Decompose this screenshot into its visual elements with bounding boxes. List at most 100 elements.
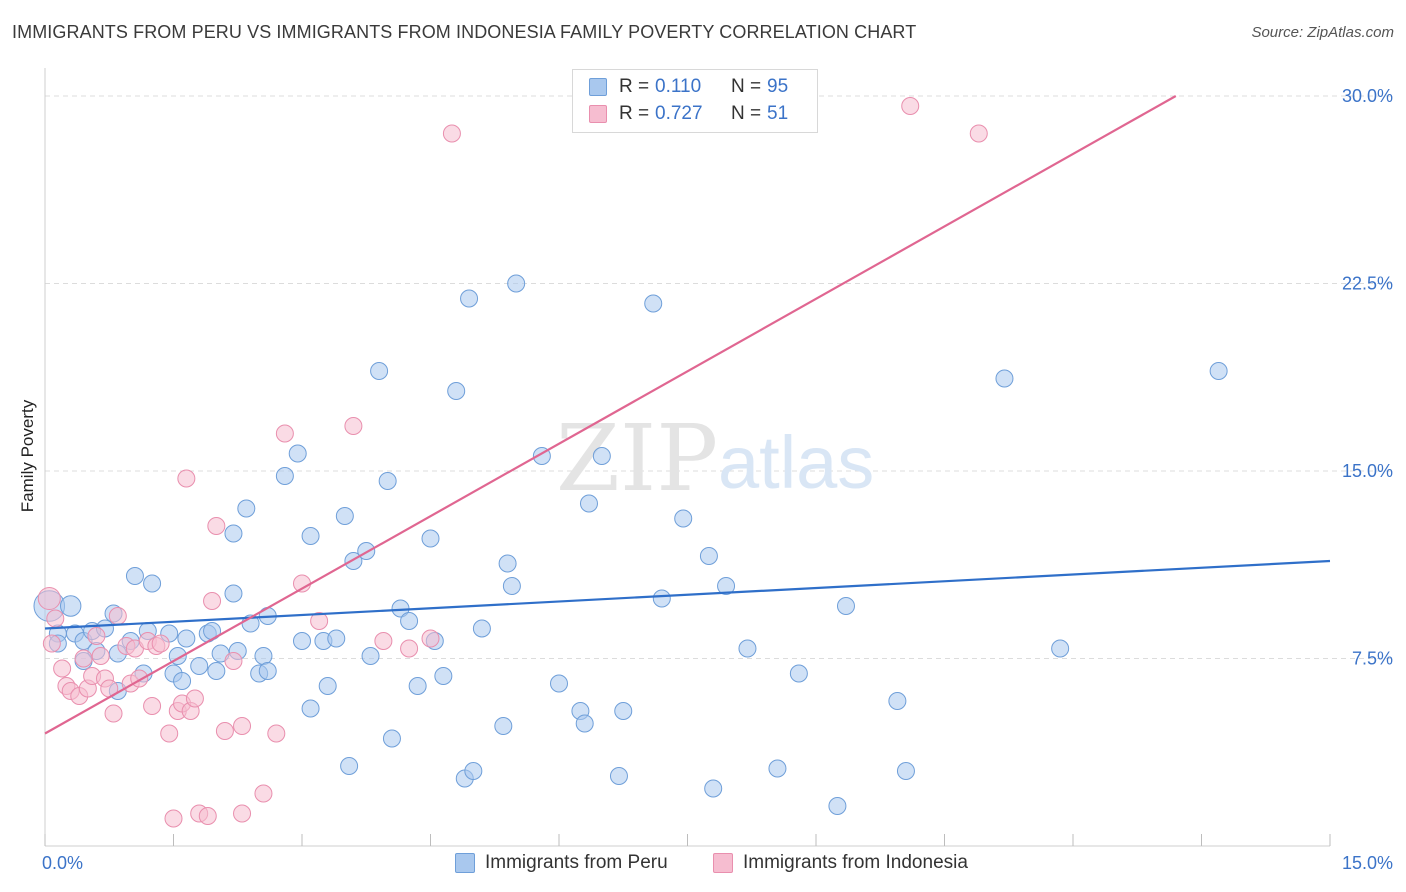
peru-point (704, 779, 723, 798)
series-legend: Immigrants from Peru Immigrants from Ind… (0, 852, 1406, 878)
peru-point (408, 677, 427, 695)
peru-point (789, 664, 808, 683)
indonesia-trend-line (44, 95, 1177, 735)
indonesia-point (203, 592, 222, 610)
peru-point (224, 584, 243, 603)
indonesia-point (53, 659, 72, 678)
peru-point (768, 759, 787, 778)
peru-point (237, 499, 256, 518)
peru-point (400, 612, 419, 630)
peru-point (143, 574, 162, 593)
peru-point (502, 577, 521, 595)
indonesia-points (37, 97, 988, 828)
x-tick-label: 15.0% (1342, 853, 1393, 873)
peru-point (173, 672, 192, 690)
peru-point (575, 714, 594, 733)
indonesia-point (104, 704, 123, 723)
peru-point (301, 527, 320, 545)
indonesia-point (267, 724, 286, 743)
peru-point (460, 289, 479, 308)
indonesia-point (233, 804, 252, 823)
y-tick-label: 22.5% (1342, 274, 1393, 294)
peru-point (699, 547, 718, 565)
indonesia-point (46, 609, 65, 628)
indonesia-legend-label: Immigrants from Indonesia (743, 852, 968, 873)
indonesia-point (215, 722, 234, 740)
indonesia-point (400, 639, 419, 658)
indonesia-point (275, 424, 294, 443)
legend-row-peru: R = 0.110 N = 95 (589, 74, 788, 100)
indonesia-point (91, 647, 110, 665)
x-tick-label: 0.0% (42, 853, 83, 873)
peru-point (579, 494, 598, 513)
peru-point (421, 529, 440, 548)
indonesia-point (160, 724, 179, 743)
watermark-zip: ZIP (556, 405, 718, 512)
legend-row-indonesia: R = 0.727 N = 51 (589, 101, 788, 127)
y-tick-label: 15.0% (1342, 461, 1393, 481)
r-value-peru: 0.110 (655, 76, 702, 97)
trend-lines (44, 95, 1331, 735)
peru-point (59, 595, 82, 617)
n-value-indonesia: 51 (767, 103, 789, 124)
peru-point (335, 507, 354, 525)
peru-point (550, 674, 568, 693)
tick-labels: 7.5% 15.0% 22.5% 30.0% 0.0% 15.0% (42, 86, 1393, 873)
indonesia-point (198, 807, 217, 825)
peru-point (447, 382, 466, 400)
indonesia-point (901, 97, 920, 115)
y-tick-label: 30.0% (1342, 86, 1393, 106)
y-tick-label: 7.5% (1352, 649, 1393, 669)
peru-point (507, 274, 526, 293)
peru-point (361, 647, 380, 665)
indonesia-point (143, 697, 162, 715)
peru-swatch (589, 78, 607, 96)
axes (44, 68, 1331, 847)
peru-point (318, 677, 337, 695)
peru-point (464, 762, 483, 780)
indonesia-swatch (589, 105, 607, 123)
peru-point (258, 662, 277, 680)
peru-point (190, 657, 209, 675)
peru-point (177, 629, 196, 648)
peru-point (995, 369, 1014, 388)
indonesia-point (224, 652, 243, 670)
peru-point (1051, 639, 1070, 658)
chart-title: IMMIGRANTS FROM PERU VS IMMIGRANTS FROM … (12, 22, 917, 42)
peru-point (293, 632, 311, 650)
peru-point (494, 717, 513, 735)
grid-lines (45, 95, 1393, 659)
peru-point (644, 294, 663, 313)
peru-point (738, 639, 757, 658)
peru-legend-swatch (455, 853, 475, 873)
peru-point (327, 629, 346, 648)
peru-point (207, 662, 226, 680)
peru-point (340, 757, 359, 775)
peru-point (254, 647, 273, 665)
peru-trend-line (44, 559, 1331, 630)
correlation-legend: R = 0.110 N = 95 R = 0.727 N = 51 (572, 69, 818, 133)
indonesia-point (254, 784, 273, 803)
indonesia-point (344, 417, 363, 435)
r-label: R = (619, 76, 650, 97)
peru-point (301, 699, 320, 718)
indonesia-point (310, 612, 329, 630)
peru-point (472, 619, 491, 638)
source-credit: Source: ZipAtlas.com (1251, 24, 1394, 41)
peru-point (378, 472, 397, 490)
watermark-atlas: atlas (718, 421, 874, 504)
peru-point (1209, 362, 1228, 380)
indonesia-point (374, 632, 393, 650)
peru-point (652, 589, 671, 608)
r-label: R = (619, 103, 650, 124)
indonesia-point (74, 649, 93, 668)
indonesia-legend-swatch (713, 853, 733, 873)
peru-point (125, 567, 144, 585)
indonesia-point (108, 607, 127, 625)
r-value-indonesia: 0.727 (655, 103, 703, 124)
peru-point (888, 692, 907, 710)
indonesia-point (151, 634, 170, 653)
peru-point (609, 767, 628, 785)
n-value-peru: 95 (767, 76, 789, 97)
